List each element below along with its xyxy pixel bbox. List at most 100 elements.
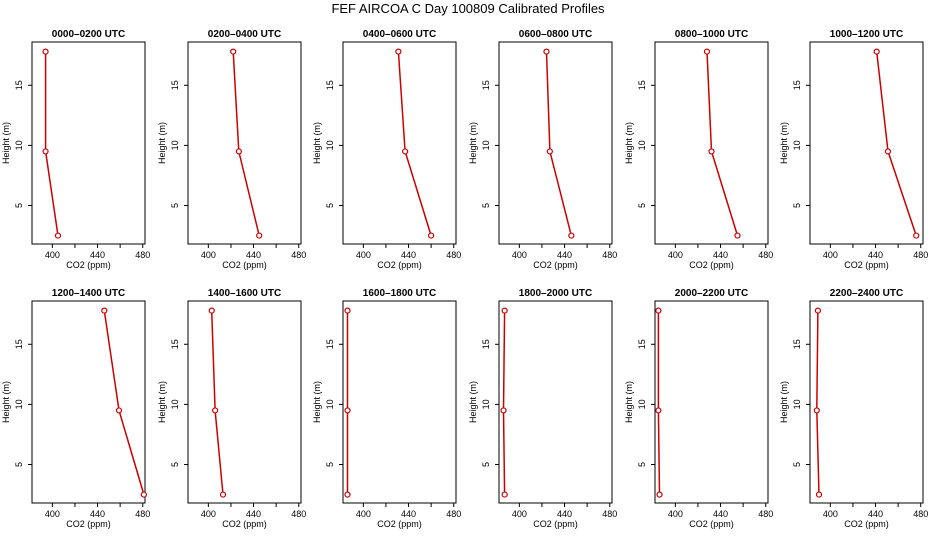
y-tick-label: 15 (325, 339, 335, 349)
y-tick-label: 5 (14, 203, 24, 208)
profile-line (397, 51, 432, 236)
y-tick-label: 10 (637, 399, 647, 409)
y-axis-label: Height (m) (312, 381, 322, 423)
x-tick-label: 440 (90, 250, 105, 260)
x-tick-label: 400 (356, 509, 371, 519)
y-tick-label: 10 (792, 399, 802, 409)
x-tick-label: 440 (401, 509, 416, 519)
y-tick-label: 10 (481, 140, 491, 150)
x-tick-label: 400 (823, 509, 838, 519)
plot-frame (187, 41, 302, 245)
x-tick-label: 480 (758, 250, 773, 260)
profile-line (232, 51, 260, 236)
x-axis-label: CO2 (ppm) (533, 519, 578, 529)
y-axis-label: Height (m) (1, 122, 11, 164)
x-tick-label: 400 (512, 509, 527, 519)
y-tick-label: 10 (14, 399, 24, 409)
x-tick-label: 400 (668, 509, 683, 519)
y-tick-label: 10 (325, 140, 335, 150)
x-tick-label: 480 (135, 250, 150, 260)
y-tick-label: 10 (792, 140, 802, 150)
profile-point (501, 491, 508, 498)
profile-point (115, 407, 123, 414)
panel: 2200–2400 UTC 400 440 480 5 10 15 CO2 (ppm) Heig… (779, 288, 928, 529)
x-tick-label: 480 (135, 509, 150, 519)
x-tick-label: 440 (246, 509, 261, 519)
x-axis-label: CO2 (ppm) (66, 260, 111, 270)
plot-frame (31, 300, 146, 504)
panel: 1000–1200 UTC 400 440 480 5 10 15 CO2 (ppm) Heig… (779, 29, 928, 270)
x-axis-label: CO2 (ppm) (66, 519, 111, 529)
panel-title: 2200–2400 UTC (830, 288, 903, 299)
x-axis-label: CO2 (ppm) (689, 519, 734, 529)
x-tick-label: 400 (45, 250, 60, 260)
profile-point (655, 407, 662, 414)
x-tick-label: 400 (201, 250, 216, 260)
profile-point (256, 232, 263, 239)
y-tick-label: 15 (637, 339, 647, 349)
panel: 0400–0600 UTC 400 440 480 5 10 15 CO2 (ppm) Heig… (312, 29, 461, 270)
y-tick-label: 15 (325, 80, 335, 90)
plot-frame (187, 300, 302, 504)
y-tick-label: 10 (325, 399, 335, 409)
x-tick-label: 440 (557, 250, 572, 260)
panel-title: 0800–1000 UTC (675, 29, 748, 40)
profile-point (814, 307, 822, 314)
plot-frame (31, 41, 146, 245)
y-axis-label: Height (m) (624, 122, 634, 164)
panel-title: 0000–0200 UTC (52, 29, 125, 40)
y-axis-label: Height (m) (624, 381, 634, 423)
x-tick-label: 400 (45, 509, 60, 519)
panel-title: 1600–1800 UTC (363, 288, 436, 299)
y-axis-label: Height (m) (468, 381, 478, 423)
plot-frame (654, 41, 769, 245)
x-tick-label: 480 (913, 250, 928, 260)
profile-point (140, 491, 147, 498)
y-tick-label: 5 (170, 203, 180, 208)
panel-title: 0600–0800 UTC (519, 29, 592, 40)
plot-frame (498, 41, 613, 245)
x-axis-label: CO2 (ppm) (377, 519, 422, 529)
panel: 1200–1400 UTC 400 440 480 5 10 15 CO2 (ppm) Heig… (1, 288, 150, 529)
x-axis-label: CO2 (ppm) (533, 260, 578, 270)
profile-line (545, 51, 573, 236)
x-tick-label: 480 (446, 509, 461, 519)
x-tick-label: 400 (201, 509, 216, 519)
x-tick-label: 480 (913, 509, 928, 519)
y-axis-label: Height (m) (779, 381, 789, 423)
x-tick-label: 440 (868, 509, 883, 519)
profile-point (656, 491, 663, 498)
x-tick-label: 440 (246, 250, 261, 260)
panels: 0000–0200 UTC 400 440 480 5 10 15 CO2 (ppm) Heig… (1, 29, 928, 529)
x-tick-label: 480 (291, 250, 306, 260)
panel-title: 0400–0600 UTC (363, 29, 436, 40)
x-tick-label: 440 (868, 250, 883, 260)
x-tick-label: 480 (758, 509, 773, 519)
panel: 0800–1000 UTC 400 440 480 5 10 15 CO2 (ppm) Heig… (624, 29, 773, 270)
y-axis-label: Height (m) (157, 122, 167, 164)
profile-point (813, 407, 820, 414)
profile-point (568, 232, 575, 239)
profile-point (501, 307, 508, 314)
y-tick-label: 15 (481, 339, 491, 349)
y-axis-label: Height (m) (157, 381, 167, 423)
y-tick-label: 5 (792, 203, 802, 208)
profile-line (816, 310, 820, 495)
profile-point (344, 407, 351, 414)
panel: 2000–2200 UTC 400 440 480 5 10 15 CO2 (ppm) Heig… (624, 288, 773, 529)
y-tick-label: 10 (170, 399, 180, 409)
y-tick-label: 5 (14, 462, 24, 467)
y-tick-label: 5 (637, 203, 647, 208)
y-tick-label: 5 (481, 462, 491, 467)
x-tick-label: 480 (291, 509, 306, 519)
profile-point (884, 148, 892, 155)
plot-frame (342, 41, 457, 245)
y-tick-label: 5 (325, 203, 335, 208)
y-tick-label: 5 (170, 462, 180, 467)
panel-title: 1200–1400 UTC (52, 288, 125, 299)
profile-point (546, 148, 553, 155)
profile-point (402, 148, 409, 155)
profile-line (44, 51, 59, 236)
panel: 1400–1600 UTC 400 440 480 5 10 15 CO2 (ppm) Heig… (157, 288, 306, 529)
panel: 0200–0400 UTC 400 440 480 5 10 15 CO2 (ppm) Heig… (157, 29, 306, 270)
